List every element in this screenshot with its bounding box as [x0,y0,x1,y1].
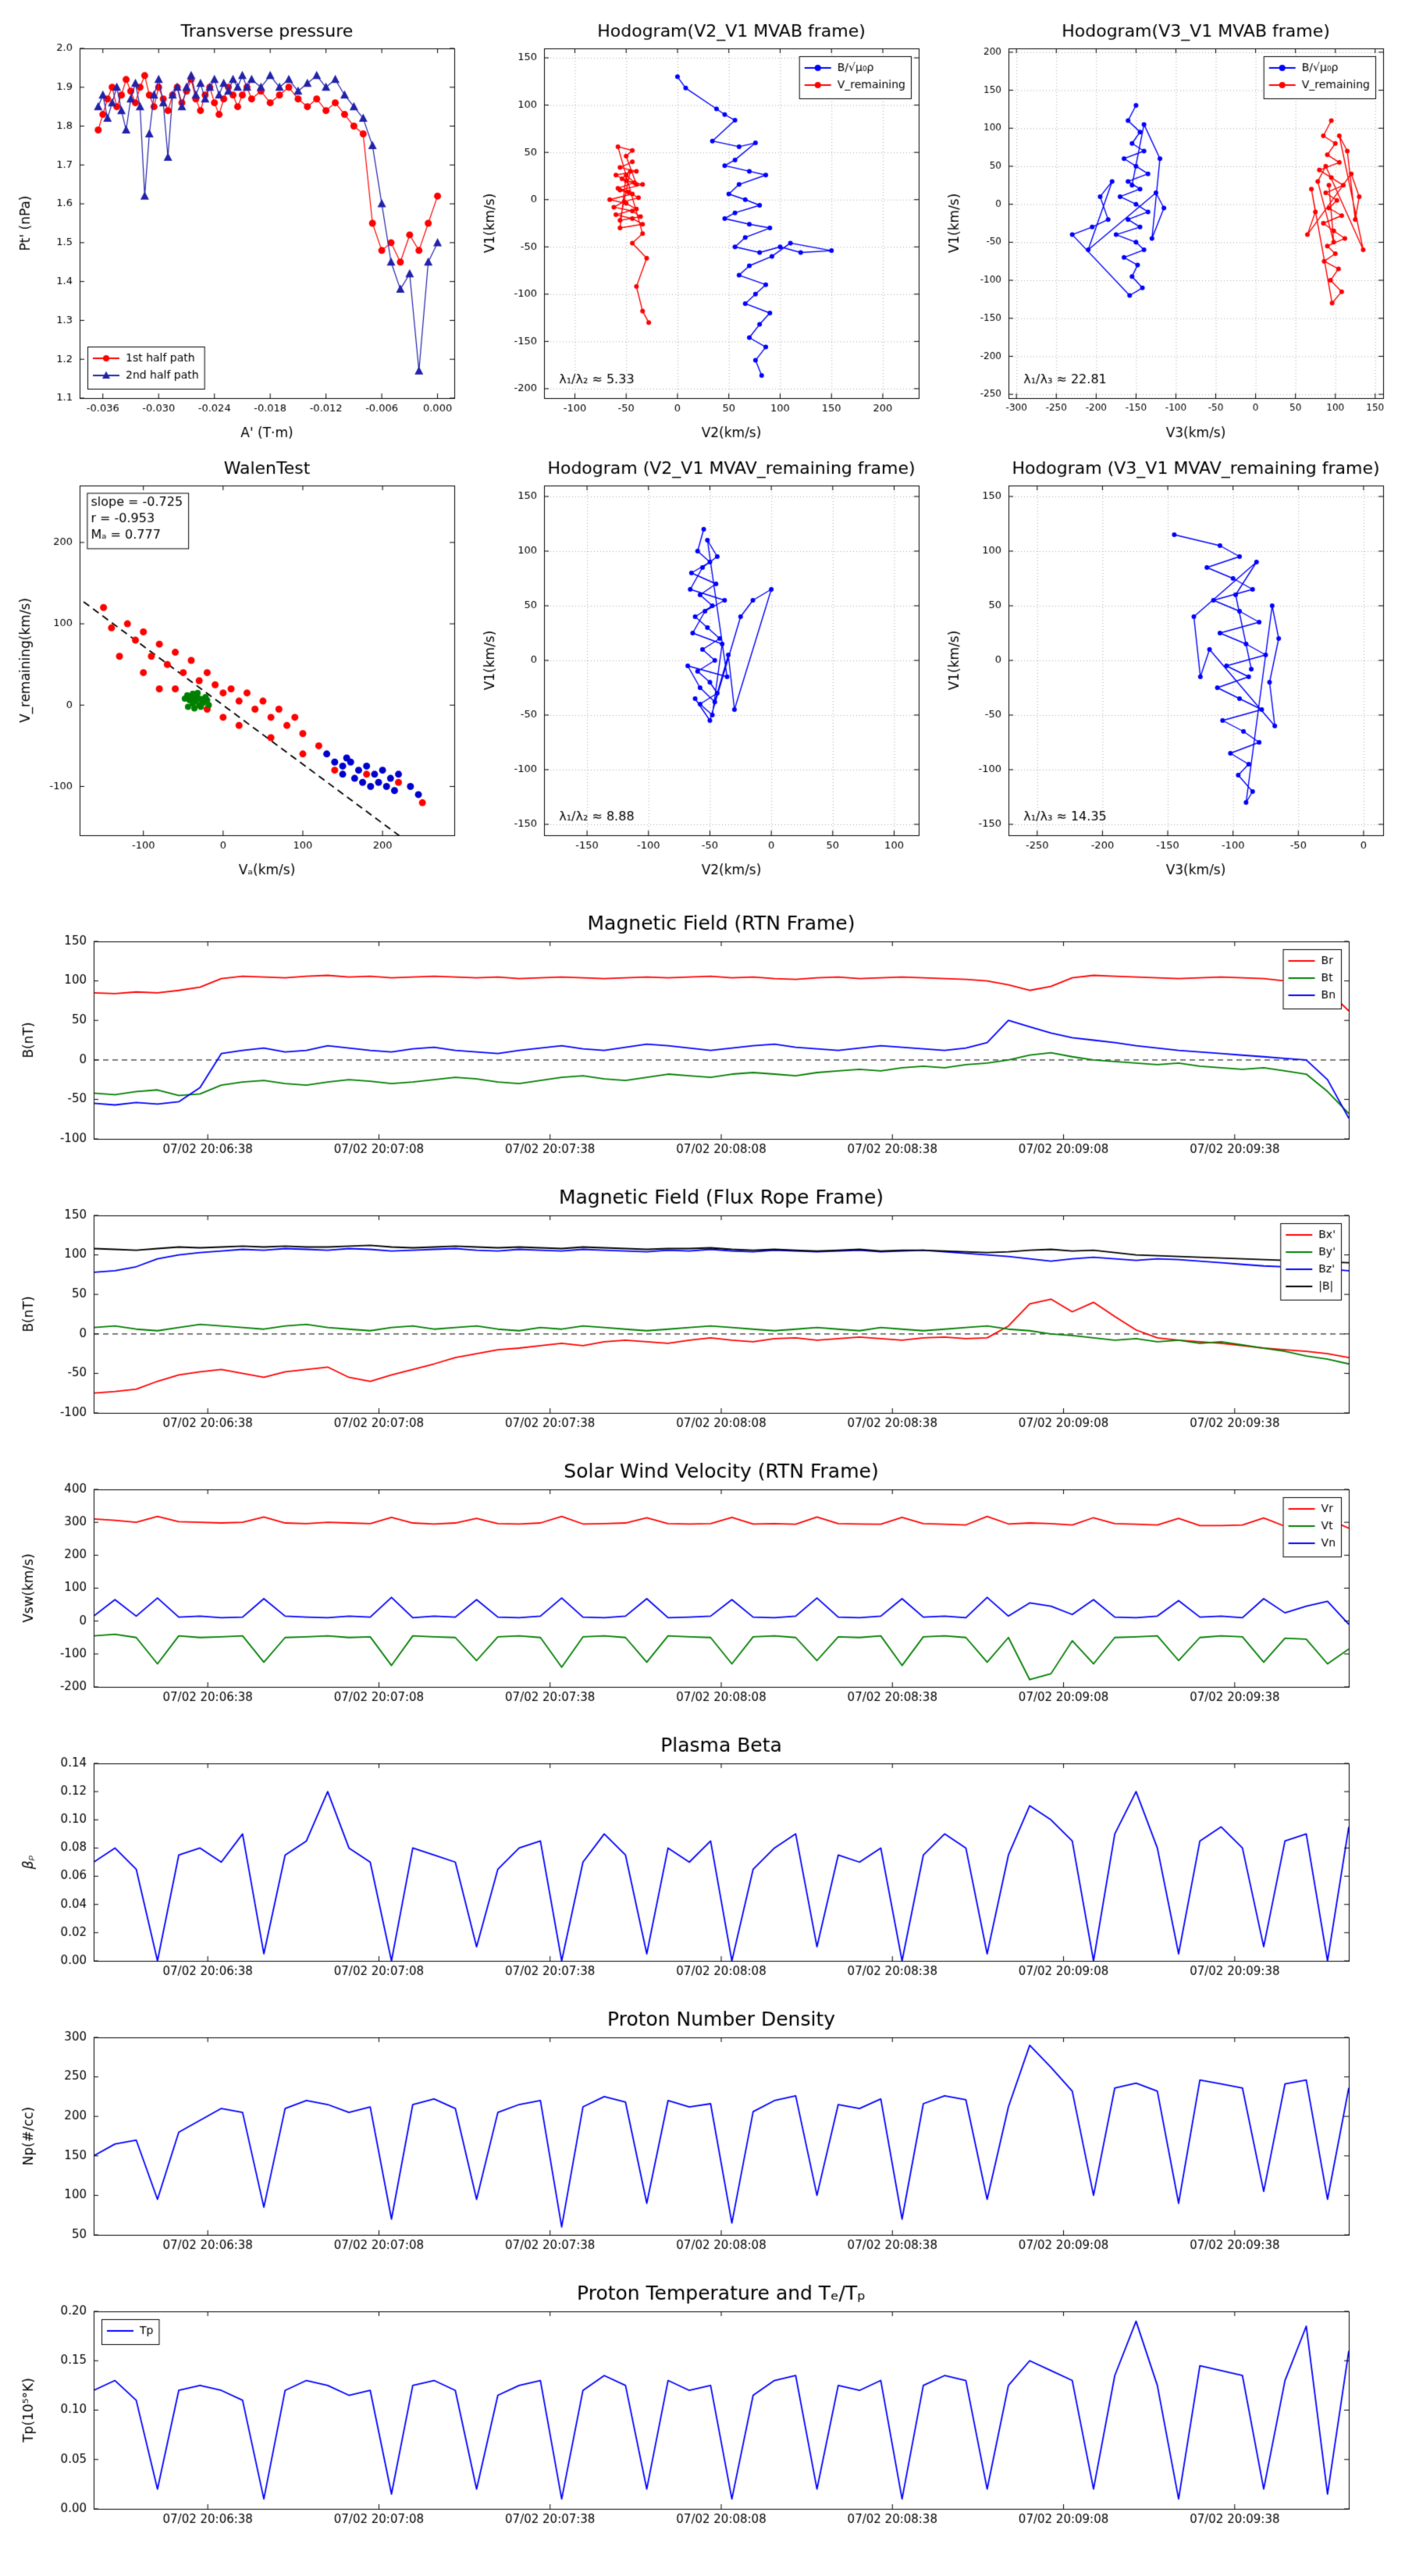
chart-hodogram-v2v1-mvav [472,447,933,884]
chart-plasma-beta [8,1727,1397,1997]
chart-magnetic-field-rtn [8,906,1397,1175]
chart-proton-density [8,2001,1397,2271]
chart-hodogram-v2v1-mvab [472,9,933,447]
chart-proton-temperature [8,2275,1397,2545]
chart-hodogram-v3v1-mvab [937,9,1397,447]
top-row-1 [0,9,1405,447]
top-row-2 [0,447,1405,884]
chart-hodogram-v3v1-mvav [937,447,1397,884]
chart-transverse-pressure [8,9,468,447]
chart-magnetic-field-flux-rope [8,1179,1397,1449]
chart-walen-test [8,447,468,884]
time-series-panels [0,906,1405,2545]
chart-solar-wind-velocity [8,1453,1397,1723]
